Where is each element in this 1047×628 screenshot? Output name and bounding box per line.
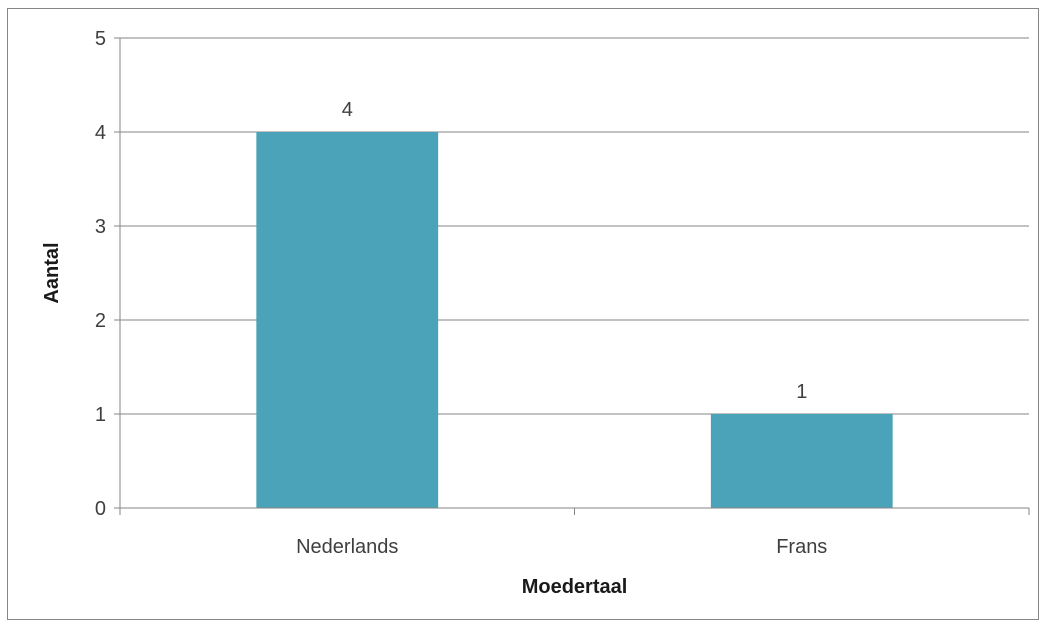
bar [710,414,893,508]
y-tick-label: 3 [95,216,106,238]
axes [114,37,1030,515]
bars [256,132,893,508]
y-tick-label: 1 [95,404,106,426]
y-tick-label: 2 [95,310,106,332]
x-category-label: Nederlands [296,536,398,558]
y-tick-label: 4 [95,122,106,144]
y-tick-label: 5 [95,28,106,50]
chart-area [7,8,1039,620]
y-axis-title: Aantal [41,242,63,303]
x-axis-title: Moedertaal [522,576,628,598]
y-tick-label: 0 [95,498,106,520]
bar-data-label: 4 [342,99,353,121]
x-category-label: Frans [776,536,827,558]
labels: 0 1 2 3 4 5 4 Nederlands 1 Frans [95,28,827,558]
bar [256,132,439,508]
bar-data-label: 1 [796,381,807,403]
